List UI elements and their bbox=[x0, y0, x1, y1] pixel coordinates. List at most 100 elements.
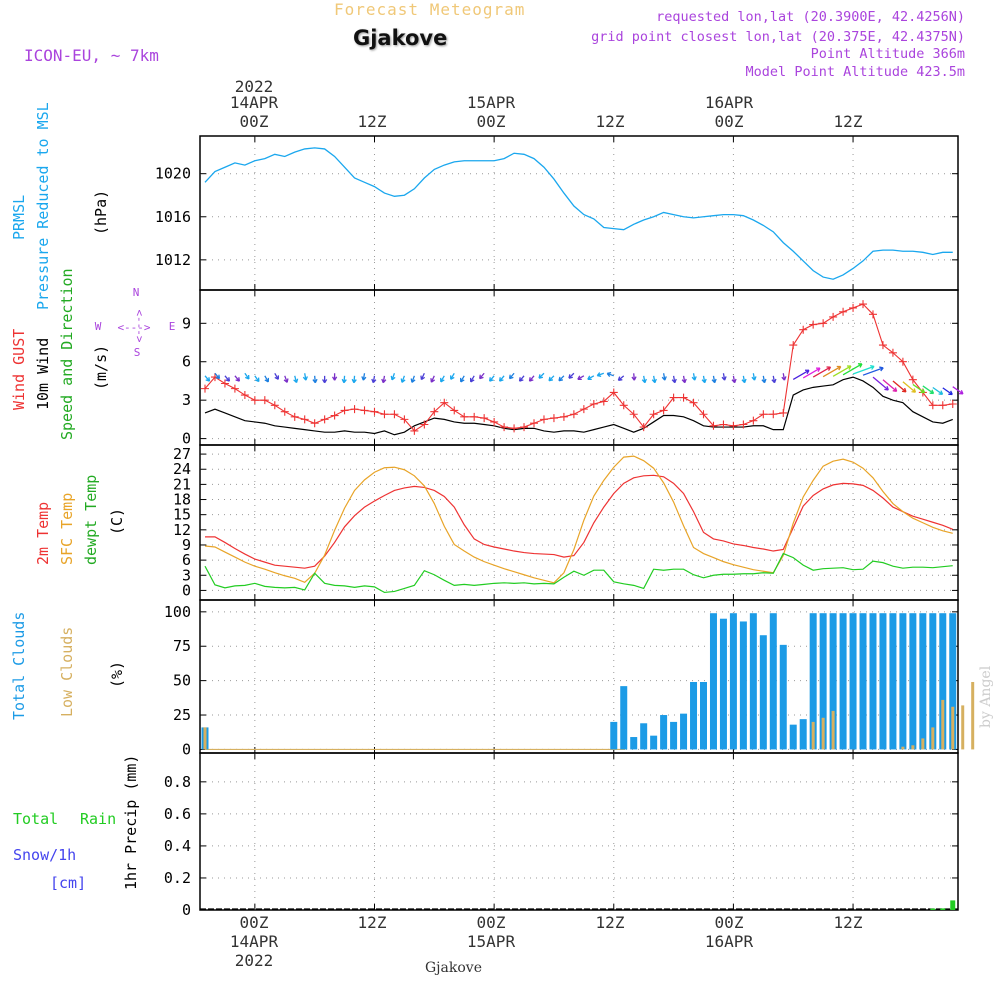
total-cloud-bar bbox=[640, 723, 648, 750]
compass-s: S bbox=[134, 346, 141, 359]
total-cloud-bar bbox=[739, 621, 747, 750]
gust-marker bbox=[450, 406, 459, 415]
wind-gust-line bbox=[204, 303, 953, 432]
y-tick-label: 25 bbox=[173, 706, 191, 724]
wind-direction-arrow bbox=[312, 375, 318, 384]
gust-marker bbox=[430, 407, 439, 416]
model-label: ICON-EU, ~ 7km bbox=[24, 46, 159, 65]
gust-marker bbox=[300, 415, 309, 424]
precip-snow-label: Snow/1h bbox=[13, 846, 76, 864]
total-cloud-bar bbox=[690, 682, 698, 750]
wind-direction-arrow bbox=[450, 372, 455, 380]
top-time-label: 14APR bbox=[230, 93, 279, 112]
top-time-label: 00Z bbox=[715, 112, 744, 131]
total-cloud-bar bbox=[630, 737, 638, 750]
gust-marker bbox=[400, 415, 409, 424]
wind-direction-arrow bbox=[872, 376, 889, 391]
gust-marker bbox=[859, 300, 868, 309]
total-cloud-bar bbox=[709, 613, 717, 750]
gust-marker bbox=[380, 410, 389, 419]
total-cloud-bar bbox=[749, 613, 757, 750]
wind-direction-arrow bbox=[568, 372, 575, 379]
wind-direction-arrow bbox=[832, 365, 852, 377]
gust-marker bbox=[370, 407, 379, 416]
location-title: Gjakove bbox=[353, 26, 448, 50]
gust-marker bbox=[440, 398, 449, 407]
wind-gust-title: Wind GUST bbox=[10, 329, 28, 410]
wind-direction-arrow bbox=[518, 375, 525, 382]
bottom-time-label: 12Z bbox=[596, 913, 625, 932]
gust-marker bbox=[639, 423, 648, 432]
wind-direction-arrow bbox=[711, 375, 717, 384]
wind-direction-arrow bbox=[400, 375, 406, 383]
bottom-time-label: 00Z bbox=[715, 913, 744, 932]
top-time-label: 12Z bbox=[358, 112, 387, 131]
panel-border bbox=[199, 444, 959, 601]
gust-marker bbox=[749, 416, 758, 425]
y-tick-label: 18 bbox=[173, 491, 191, 509]
gust-marker bbox=[928, 401, 937, 410]
gust-marker bbox=[769, 410, 778, 419]
wind-direction-arrow bbox=[322, 375, 328, 384]
panel-2-frame: 0 3 6 9 bbox=[182, 289, 959, 448]
gust-marker bbox=[559, 412, 568, 421]
y-tick-label: 15 bbox=[173, 506, 191, 524]
gust-marker bbox=[719, 420, 728, 429]
gust-marker bbox=[330, 411, 339, 420]
gust-marker bbox=[849, 303, 858, 312]
total-cloud-bar bbox=[889, 613, 897, 750]
chart-product-title: Forecast Meteogram bbox=[334, 0, 526, 19]
wind-direction-arrow bbox=[430, 375, 436, 383]
wind-direction-arrow bbox=[498, 375, 505, 382]
low-cloud-bar bbox=[821, 717, 825, 750]
total-clouds-title: Total Clouds bbox=[10, 612, 28, 720]
low-cloud-bar bbox=[921, 738, 925, 750]
panel-border bbox=[199, 289, 959, 446]
gust-marker bbox=[938, 401, 947, 410]
gust-marker bbox=[420, 420, 429, 429]
wind-direction-arrow bbox=[922, 385, 935, 395]
gridpoint-coords: grid point closest lon,lat (20.375E, 42.… bbox=[591, 29, 965, 45]
low-cloud-bar bbox=[931, 727, 935, 750]
low-cloud-bar bbox=[911, 745, 915, 750]
top-time-label: 12Z bbox=[596, 112, 625, 131]
precip-snow-unit: [cm] bbox=[50, 874, 86, 892]
y-tick-label: 0.8 bbox=[164, 773, 191, 791]
panel-1-frame: 1012 1016 1020 bbox=[155, 135, 959, 291]
total-cloud-bar bbox=[799, 719, 807, 750]
wind-direction-arrow bbox=[234, 375, 241, 382]
low-cloud-bar bbox=[961, 705, 965, 750]
y-tick-label: 9 bbox=[182, 314, 191, 332]
total-cloud-bar bbox=[829, 613, 837, 750]
gust-marker bbox=[569, 410, 578, 419]
wind-direction-arrow bbox=[822, 365, 842, 378]
gust-marker bbox=[510, 424, 519, 433]
gust-marker bbox=[360, 406, 369, 415]
wind-direction-arrow bbox=[469, 375, 475, 383]
wind-direction-arrow bbox=[741, 375, 747, 384]
wind-direction-arrow bbox=[254, 375, 260, 383]
gust-marker bbox=[240, 391, 249, 400]
total-cloud-bar bbox=[899, 613, 907, 750]
total-cloud-bar bbox=[949, 613, 957, 750]
total-cloud-bar bbox=[769, 613, 777, 750]
y-tick-label: 21 bbox=[173, 475, 191, 493]
wind-direction-arrow bbox=[361, 373, 367, 381]
wind-direction-arrow bbox=[488, 375, 495, 382]
wind-direction-arrow bbox=[508, 372, 515, 380]
total-cloud-bar bbox=[909, 613, 917, 750]
compass-n: N bbox=[133, 286, 140, 299]
gust-marker bbox=[689, 398, 698, 407]
gust-marker bbox=[709, 421, 718, 430]
y-tick-label: 0.4 bbox=[164, 837, 191, 855]
total-cloud-bar bbox=[919, 613, 927, 750]
wind-direction-arrow bbox=[293, 375, 299, 384]
total-cloud-bar bbox=[879, 613, 887, 750]
wind-direction-arrow bbox=[224, 375, 231, 382]
y-tick-label: 3 bbox=[182, 391, 191, 409]
wind-direction-arrow bbox=[371, 375, 377, 384]
wind-direction-arrow bbox=[852, 364, 875, 375]
gust-marker bbox=[779, 408, 788, 417]
gust-marker bbox=[530, 419, 539, 428]
wind-dir-title: Speed and Direction bbox=[58, 268, 76, 440]
